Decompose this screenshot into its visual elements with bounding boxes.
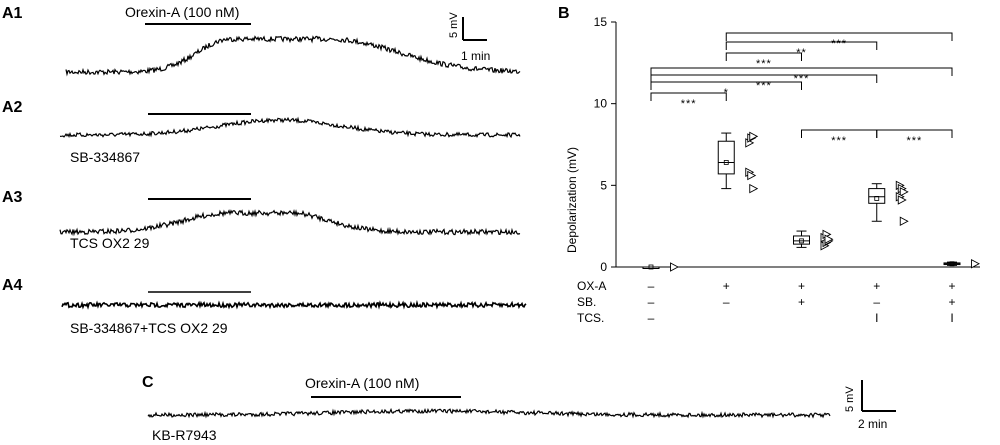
significance-bracket <box>650 74 878 83</box>
condition-label-a4: SB-334867+TCS OX2 29 <box>70 320 228 336</box>
significance-label: *** <box>906 135 922 147</box>
chart-panel-b: Depolarization (mV) 0 5 10 15 OX-A SB. TCS. – – –… <box>565 15 980 325</box>
trace-c <box>147 407 831 419</box>
significance-bracket <box>650 67 953 76</box>
scale-time-a: 1 min <box>461 49 490 63</box>
panel-label-b: B <box>558 5 570 22</box>
significance-bracket <box>876 129 953 138</box>
condition-marker: – <box>873 295 880 309</box>
y-tick-label: 0 <box>600 260 607 274</box>
trace-a2 <box>59 116 521 139</box>
y-tick-label: 10 <box>594 97 608 111</box>
significance-label: *** <box>831 135 847 147</box>
box-mean <box>648 264 654 270</box>
condition-row-label: OX-A <box>577 279 606 293</box>
y-axis-label: Depolarization (mV) <box>565 147 579 253</box>
condition-row-label: TCS. <box>577 311 604 325</box>
significance-label: *** <box>831 38 847 50</box>
condition-label-a2: SB-334867 <box>70 149 140 165</box>
data-point <box>971 258 980 269</box>
data-point <box>747 170 757 181</box>
significance-label: *** <box>794 73 810 85</box>
condition-marker: – <box>648 295 655 309</box>
condition-label-a3: TCS OX2 29 <box>70 235 150 251</box>
condition-label-c: KB-R7943 <box>152 427 217 443</box>
significance-bracket <box>725 52 802 61</box>
panel-label-a3: A3 <box>2 189 23 206</box>
data-point <box>899 187 909 197</box>
condition-marker: + <box>798 279 805 293</box>
trace-a1 <box>65 35 521 77</box>
box <box>868 188 886 204</box>
significance-label: ** <box>796 47 807 59</box>
trace-a3 <box>59 208 521 237</box>
scale-voltage-c: 5 mV <box>844 386 856 412</box>
scale-time-c: 2 min <box>858 417 887 431</box>
condition-marker: – <box>723 295 730 309</box>
significance-bracket <box>650 81 802 90</box>
box-mean <box>799 238 804 244</box>
condition-marker: + <box>948 295 955 309</box>
significance-bracket <box>725 32 953 41</box>
box-mean <box>874 195 880 201</box>
panel-label-a4: A4 <box>2 277 23 294</box>
significance-label: * <box>724 87 729 99</box>
box-mean <box>949 261 955 267</box>
significance-bracket <box>650 92 727 101</box>
condition-marker: I <box>950 311 953 325</box>
y-tick-label: 5 <box>600 178 607 192</box>
condition-marker: + <box>723 279 730 293</box>
panel-label-a2: A2 <box>2 99 23 116</box>
panel-label-a1: A1 <box>2 5 23 22</box>
condition-marker: – <box>648 279 655 293</box>
drug-label-c: Orexin-A (100 nM) <box>305 375 419 391</box>
condition-marker: + <box>948 279 955 293</box>
significance-label: *** <box>756 80 772 92</box>
data-point <box>749 131 759 142</box>
y-tick-label: 15 <box>594 15 608 29</box>
box-mean <box>723 160 729 165</box>
drug-label-a1: Orexin-A (100 nM) <box>125 4 239 20</box>
panel-label-c: C <box>142 374 154 391</box>
significance-label: *** <box>756 58 772 70</box>
condition-marker: + <box>798 295 805 309</box>
scale-voltage-a: 5 mV <box>448 12 460 38</box>
significance-label: *** <box>681 98 697 110</box>
box <box>717 140 735 175</box>
data-point <box>749 183 759 194</box>
significance-bracket <box>725 41 878 50</box>
condition-marker: – <box>648 311 655 325</box>
data-point <box>899 216 909 227</box>
data-point <box>897 195 907 205</box>
condition-marker: I <box>875 311 878 325</box>
trace-a4 <box>61 299 527 310</box>
data-point <box>824 234 834 244</box>
condition-row-label: SB. <box>577 295 596 309</box>
data-point <box>670 262 679 272</box>
condition-marker: + <box>873 279 880 293</box>
box <box>793 235 810 245</box>
